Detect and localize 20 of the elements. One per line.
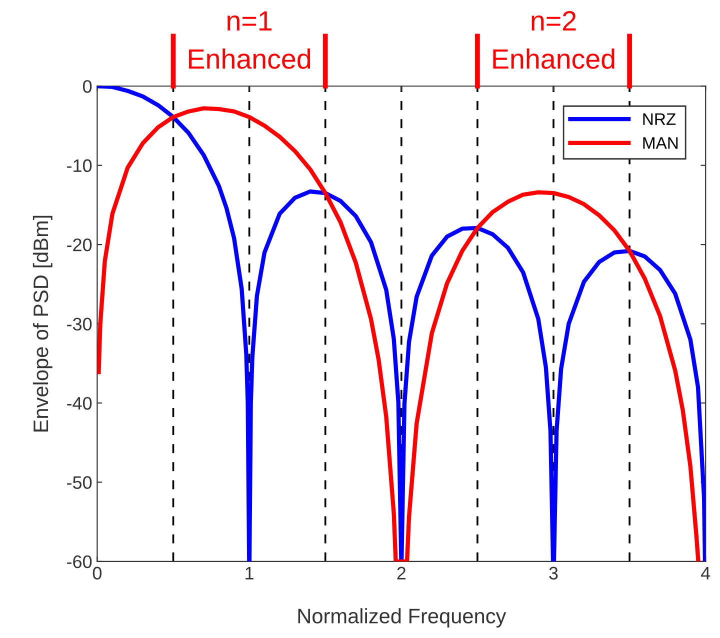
text: Enhanced	[493, 48, 614, 69]
x-tick-label: 3	[549, 566, 558, 580]
legend-label: MAN	[643, 137, 678, 149]
x-tick-label: 0	[92, 566, 102, 580]
text: Enhanced	[189, 48, 310, 69]
x-tick-label: 1	[246, 566, 254, 580]
x-tick-label: 4	[700, 566, 710, 580]
y-axis-title: Envelope of PSD [dBm]	[32, 216, 52, 432]
y-tick-label: -10	[67, 159, 92, 172]
legend-label: NRZ	[643, 113, 676, 125]
y-tick-label: -50	[67, 476, 92, 489]
text: n=2	[532, 11, 576, 30]
y-tick-label: 0	[83, 80, 92, 93]
x-axis-title: Normalized Frequency	[298, 608, 506, 628]
y-tick-label: -40	[67, 396, 92, 410]
y-tick-label: -30	[67, 318, 92, 331]
y-tick-label: -20	[67, 238, 92, 252]
x-tick-label: 2	[397, 566, 406, 580]
text: n=1	[228, 11, 272, 30]
y-tick-label: -60	[67, 555, 92, 568]
